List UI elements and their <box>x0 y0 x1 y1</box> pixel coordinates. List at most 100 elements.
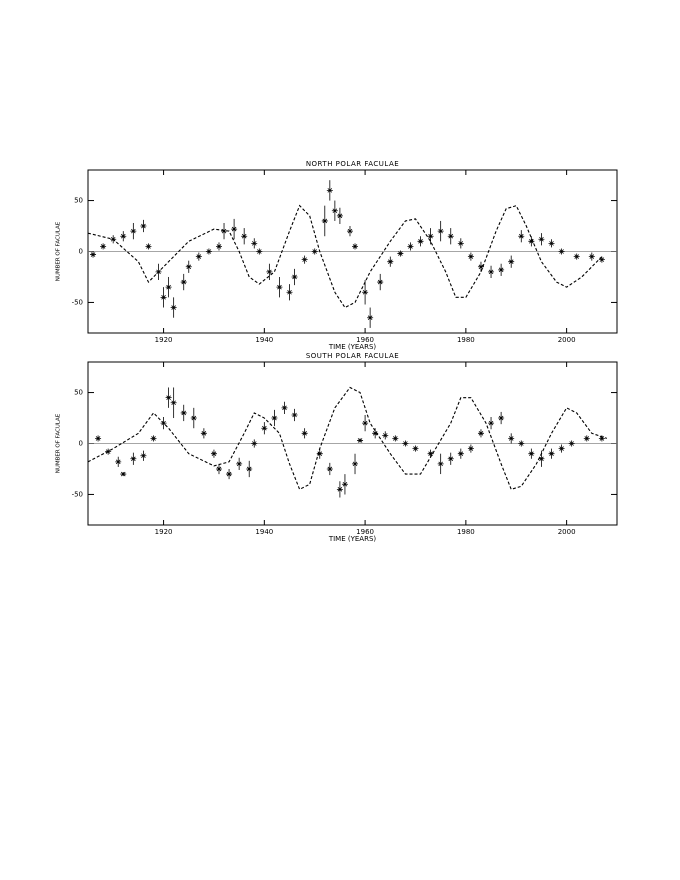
data-point <box>316 451 323 456</box>
data-point <box>231 226 238 232</box>
data-point <box>341 481 348 487</box>
data-point <box>457 451 464 456</box>
data-point <box>215 466 222 472</box>
data-point <box>508 259 515 264</box>
data-point <box>110 236 117 242</box>
data-point <box>467 254 474 259</box>
data-point <box>170 400 177 406</box>
x-tick-label: 2000 <box>558 336 576 344</box>
data-point <box>145 244 152 249</box>
data-point <box>427 451 434 456</box>
data-point <box>528 451 535 456</box>
data-point <box>447 456 454 462</box>
data-point <box>336 213 343 219</box>
data-point <box>326 188 333 193</box>
data-point <box>266 269 273 275</box>
data-point <box>588 254 595 259</box>
data-point <box>130 456 137 462</box>
data-point <box>190 415 197 421</box>
data-point <box>488 269 495 275</box>
model-curve <box>87 386 608 491</box>
data-point <box>291 412 298 418</box>
data-point <box>115 459 122 465</box>
data-point <box>362 289 369 295</box>
y-tick-label: 0 <box>79 248 83 256</box>
x-axis-label: TIME (YEARS) <box>328 343 377 351</box>
data-point <box>195 254 202 259</box>
data-point <box>397 251 404 256</box>
data-point <box>367 315 374 321</box>
data-point <box>336 487 343 492</box>
chart-title: NORTH POLAR FACULAE <box>306 160 399 168</box>
data-point <box>402 441 409 446</box>
data-point <box>346 228 353 234</box>
data-point <box>352 244 359 249</box>
data-point <box>200 431 207 436</box>
data-point <box>185 264 192 270</box>
data-point <box>518 441 525 446</box>
data-point <box>281 405 288 411</box>
data-point <box>407 244 414 249</box>
x-tick-label: 1920 <box>155 336 173 344</box>
data-point <box>538 236 545 242</box>
data-point <box>331 208 338 214</box>
data-point <box>251 241 258 246</box>
data-point <box>362 420 369 426</box>
x-tick-label: 1920 <box>155 528 173 536</box>
data-point <box>130 228 137 234</box>
data-point <box>508 436 515 441</box>
y-tick-label: -50 <box>72 298 83 306</box>
data-point <box>583 436 590 441</box>
data-point <box>528 239 535 244</box>
data-point <box>120 471 127 477</box>
data-point <box>90 252 97 257</box>
y-tick-label: 50 <box>74 197 83 205</box>
x-tick-label: 2000 <box>558 528 576 536</box>
x-axis-label: TIME (YEARS) <box>328 535 377 543</box>
data-point <box>518 233 525 239</box>
data-point <box>236 461 243 467</box>
y-tick-label: -50 <box>72 490 83 498</box>
data-point <box>205 249 212 254</box>
data-point <box>382 433 389 438</box>
data-point <box>352 461 359 467</box>
data-point <box>477 264 484 270</box>
data-point <box>256 249 263 254</box>
data-point <box>412 446 419 451</box>
data-point <box>417 239 424 244</box>
data-point <box>251 441 258 446</box>
data-point <box>538 456 545 462</box>
data-point <box>120 233 127 239</box>
data-point <box>477 431 484 436</box>
data-point <box>392 436 399 441</box>
data-point <box>573 254 580 259</box>
data-point <box>221 228 228 234</box>
data-point <box>498 267 505 273</box>
data-point <box>210 451 217 456</box>
data-point <box>377 279 384 285</box>
x-tick-label: 1960 <box>356 528 374 536</box>
x-tick-label: 1960 <box>356 336 374 344</box>
data-point <box>598 257 605 262</box>
data-point <box>558 249 565 254</box>
model-curve <box>87 204 603 309</box>
data-point <box>95 436 102 441</box>
data-point <box>160 420 167 426</box>
data-point <box>311 249 318 254</box>
data-point <box>226 471 233 477</box>
x-tick-label: 1980 <box>457 528 475 536</box>
data-point <box>286 289 293 295</box>
x-tick-label: 1940 <box>255 336 273 344</box>
data-point <box>427 233 434 239</box>
data-point <box>160 295 167 300</box>
x-tick-label: 1980 <box>457 336 475 344</box>
data-point <box>180 279 187 285</box>
data-point <box>357 438 364 443</box>
data-point <box>140 223 147 229</box>
data-point <box>568 441 575 446</box>
data-point <box>155 269 162 275</box>
data-point <box>467 446 474 451</box>
data-point <box>387 259 394 264</box>
data-point <box>215 244 222 249</box>
